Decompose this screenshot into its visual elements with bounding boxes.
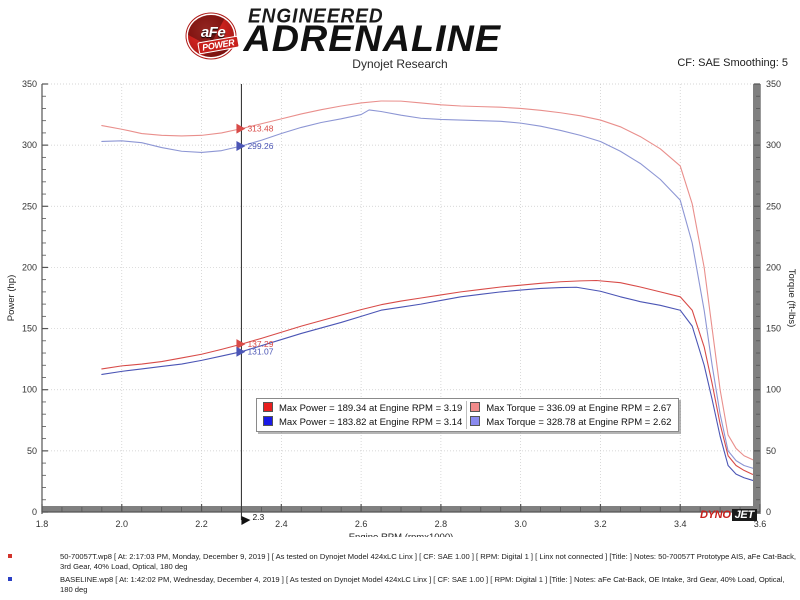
dyno-plot-svg[interactable]: 0 0 50 50 100 100 150 150 200 200 250 250 300 300 350 3…: [0, 72, 800, 537]
run-notes-footer: 50-70057T.wp8 [ At: 2:17:03 PM, Monday, …: [0, 552, 800, 598]
legend-max-power-blue: Max Power = 183.82 at Engine RPM = 3.14: [279, 416, 463, 428]
legend-row: Max Power = 189.34 at Engine RPM = 3.19 …: [260, 401, 675, 415]
y2-axis-tick-label: 100: [766, 385, 781, 395]
y-axis-title: Power (hp): [6, 275, 17, 321]
cursor-handle-icon[interactable]: [241, 516, 251, 525]
y2-axis-tick-label: 250: [766, 201, 781, 211]
chart-canvas[interactable]: 0 0 50 50 100 100 150 150 200 200 250 250 300 300 350 3…: [0, 72, 800, 537]
footer-run-1-text: 50-70057T.wp8 [ At: 2:17:03 PM, Monday, …: [60, 552, 796, 571]
y2-axis-title: Torque (ft-lbs): [786, 269, 797, 328]
legend-swatch-torque-blue: [466, 415, 483, 429]
y-axis-tick-label: 150: [22, 324, 37, 334]
series-torque-baseline-blue-: [101, 109, 761, 471]
y-axis-tick-label: 350: [22, 79, 37, 89]
legend-swatch-torque-red: [466, 401, 483, 415]
y2-axis-tick-label: 0: [766, 507, 771, 517]
x-axis-tick-label: 2.8: [435, 519, 448, 529]
y-axis-tick-label: 50: [27, 446, 37, 456]
legend-max-power-red: Max Power = 189.34 at Engine RPM = 3.19: [279, 402, 463, 414]
page-header: aFe POWER ENGINEERED ADRENALINE Dynojet …: [0, 0, 800, 71]
x-axis-tick-label: 2.2: [195, 519, 208, 529]
chart-subtitle: Dynojet Research: [352, 57, 448, 71]
legend-row: Max Power = 183.82 at Engine RPM = 3.14 …: [260, 415, 675, 429]
afe-logo-text: aFe: [200, 24, 226, 41]
x-axis-tick-label: 2.4: [275, 519, 288, 529]
red-run-bullet-icon: [8, 554, 12, 558]
cursor-torque-red-value: 313.48: [247, 124, 273, 134]
brand-top-word: ENGINEERED: [248, 5, 384, 28]
x-axis-tick-label: 3.6: [754, 519, 767, 529]
x-axis-title: Engine RPM (rpmx1000): [349, 532, 454, 537]
brand-main-word: ADRENALINE: [243, 18, 502, 59]
cursor-power-blue-value-arrow-icon: [236, 346, 246, 357]
dynojet-watermark: DYNO JET: [700, 509, 757, 521]
x-axis-tick-label: 2.6: [355, 519, 368, 529]
y2-axis-tick-label: 50: [766, 446, 776, 456]
blue-run-bullet-icon: [8, 577, 12, 581]
cursor-torque-blue-value-arrow-icon: [236, 141, 246, 152]
brand-banner: aFe POWER ENGINEERED ADRENALINE: [186, 5, 606, 59]
legend-swatch-power-red: [260, 401, 275, 415]
legend-max-torque-red: Max Torque = 336.09 at Engine RPM = 2.67: [486, 402, 672, 414]
y2-axis-tick-label: 150: [766, 324, 781, 334]
x-axis-tick-label: 3.4: [674, 519, 687, 529]
cursor-power-blue-value: 131.07: [247, 347, 273, 357]
x-axis-tick-label: 1.8: [36, 519, 49, 529]
y-axis-tick-label: 250: [22, 201, 37, 211]
legend-max-torque-blue: Max Torque = 328.78 at Engine RPM = 2.62: [486, 416, 672, 428]
chart-legend: Max Power = 189.34 at Engine RPM = 3.19 …: [256, 398, 680, 432]
dynojet-jet-text: JET: [731, 509, 757, 521]
y-axis-tick-label: 100: [22, 385, 37, 395]
y-axis-tick-label: 300: [22, 140, 37, 150]
y-axis-tick-label: 200: [22, 262, 37, 272]
dynojet-dyno-text: DYNO: [700, 509, 731, 521]
y-axis-tick-label: 0: [32, 507, 37, 517]
cf-smoothing-note: CF: SAE Smoothing: 5: [677, 57, 788, 69]
footer-line: 50-70057T.wp8 [ At: 2:17:03 PM, Monday, …: [0, 552, 800, 572]
footer-run-2-text: BASELINE.wp8 [ At: 1:42:02 PM, Wednesday…: [60, 575, 785, 594]
series-power-baseline-blue-: [101, 286, 761, 484]
footer-line: BASELINE.wp8 [ At: 1:42:02 PM, Wednesday…: [0, 575, 800, 595]
cursor-torque-blue-value: 299.26: [247, 141, 273, 151]
cursor-power-red-value: 137.29: [247, 339, 273, 349]
cursor-power-red-value-arrow-icon: [236, 339, 246, 350]
y2-axis-tick-label: 350: [766, 79, 781, 89]
legend-swatch-power-blue: [260, 415, 275, 429]
cursor-rpm-label: 2.3: [252, 512, 264, 522]
cursor-torque-red-value-arrow-icon: [236, 123, 246, 134]
series-power-50-70057t-red-: [101, 279, 761, 478]
series-torque-50-70057t-red-: [101, 100, 761, 464]
y2-axis-tick-label: 200: [766, 262, 781, 272]
y2-axis-tick-label: 300: [766, 140, 781, 150]
x-axis-tick-label: 3.2: [594, 519, 607, 529]
x-axis-tick-label: 3.0: [514, 519, 527, 529]
afe-power-logo-icon: aFe POWER: [186, 14, 240, 58]
x-axis-tick-label: 2.0: [116, 519, 129, 529]
